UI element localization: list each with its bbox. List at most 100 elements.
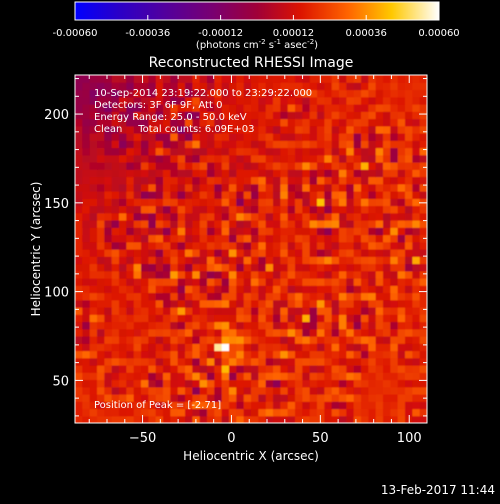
heatmap-cell [207, 198, 215, 207]
heatmap-cell [265, 89, 274, 98]
heatmap-cell [104, 336, 113, 344]
heatmap-cell [104, 191, 113, 199]
heatmap-cell [133, 270, 142, 279]
heatmap-cell [75, 125, 83, 134]
x-tick-labels: −50 0 50 100 [129, 431, 422, 446]
heatmap-cell [229, 118, 237, 127]
heatmap-cell [133, 278, 142, 286]
heatmap-cell [375, 278, 384, 286]
heatmap-cell [75, 220, 83, 228]
heatmap-cell [163, 321, 171, 330]
heatmap-cell [192, 241, 201, 250]
heatmap-cell [302, 263, 311, 272]
heatmap-cell [419, 176, 427, 185]
heatmap-cell [207, 386, 215, 395]
heatmap-cell [273, 307, 281, 315]
heatmap-cell [243, 169, 252, 178]
heatmap-cell [177, 183, 186, 192]
heatmap-cell [141, 314, 149, 323]
heatmap-cell [111, 205, 120, 214]
heatmap-cell [221, 140, 230, 149]
heatmap-cell [339, 118, 347, 127]
heatmap-cell [236, 408, 245, 417]
heatmap-cell [258, 299, 267, 308]
heatmap-cell [353, 183, 362, 192]
heatmap-cell [419, 191, 427, 199]
heatmap-cell [214, 227, 223, 236]
x-tick-label: −50 [129, 431, 156, 446]
heatmap-cell [317, 140, 325, 149]
heatmap-cell [258, 386, 267, 395]
heatmap-cell [273, 299, 281, 308]
heatmap-cell [397, 415, 406, 423]
heatmap-cell [236, 96, 245, 105]
heatmap-cell [273, 343, 281, 352]
heatmap-cell [302, 75, 311, 83]
heatmap-cell [353, 205, 362, 214]
heatmap-cell [119, 227, 127, 236]
heatmap-cell [324, 234, 333, 243]
heatmap-cell [119, 372, 127, 381]
heatmap-cell [397, 263, 406, 272]
heatmap-cell [126, 365, 135, 373]
heatmap-cell [177, 408, 186, 417]
heatmap-cell [287, 357, 296, 366]
heatmap-cell [199, 147, 208, 156]
heatmap-cell [185, 307, 193, 315]
heatmap-cell [295, 118, 303, 127]
heatmap-cell [221, 278, 230, 286]
heatmap-cell [104, 278, 113, 286]
heatmap-cell [148, 408, 157, 417]
heatmap-cell [280, 365, 289, 373]
heatmap-cell [141, 133, 149, 141]
heatmap-cell [133, 82, 142, 91]
heatmap-cell [214, 350, 223, 359]
heatmap-cell [82, 292, 91, 301]
heatmap-cell [287, 191, 296, 199]
heatmap-cell [324, 75, 333, 83]
heatmap-cell [185, 96, 193, 105]
heatmap-cell [119, 249, 127, 257]
heatmap-cell [258, 140, 267, 149]
heatmap-cell [141, 408, 149, 417]
heatmap-cell [251, 104, 259, 112]
heatmap-cell [119, 415, 127, 423]
heatmap-cell [397, 394, 406, 402]
heatmap-cell [236, 169, 245, 178]
heatmap-cell [229, 241, 237, 250]
heatmap-cell [177, 350, 186, 359]
heatmap-cell [229, 343, 237, 352]
y-tick-label: 200 [44, 108, 69, 123]
heatmap-cell [97, 220, 105, 228]
heatmap-cell [155, 292, 164, 301]
heatmap-cell [236, 321, 245, 330]
heatmap-cell [126, 256, 135, 265]
heatmap-cell [199, 270, 208, 279]
heatmap-cell [287, 343, 296, 352]
heatmap-cell [302, 401, 311, 410]
heatmap-cell [177, 401, 186, 410]
heatmap-cell [383, 111, 391, 120]
heatmap-cell [273, 133, 281, 141]
heatmap-cell [163, 140, 171, 149]
heatmap-cell [383, 96, 391, 105]
heatmap-cell [97, 321, 105, 330]
heatmap-cell [199, 111, 208, 120]
heatmap-cell [229, 183, 237, 192]
heatmap-cell [89, 299, 98, 308]
heatmap-cell [361, 96, 369, 105]
heatmap-cell [243, 75, 252, 83]
heatmap-cell [229, 212, 237, 221]
heatmap-cell [375, 292, 384, 301]
heatmap-cell [163, 183, 171, 192]
heatmap-cell [324, 401, 333, 410]
heatmap-cell [258, 278, 267, 286]
heatmap-cell [133, 212, 142, 221]
heatmap-cell [177, 118, 186, 127]
heatmap-cell [331, 169, 340, 178]
heatmap-cell [368, 350, 377, 359]
heatmap-cell [390, 386, 399, 395]
heatmap-cell [199, 321, 208, 330]
heatmap-cell [390, 299, 399, 308]
heatmap-cell [331, 408, 340, 417]
